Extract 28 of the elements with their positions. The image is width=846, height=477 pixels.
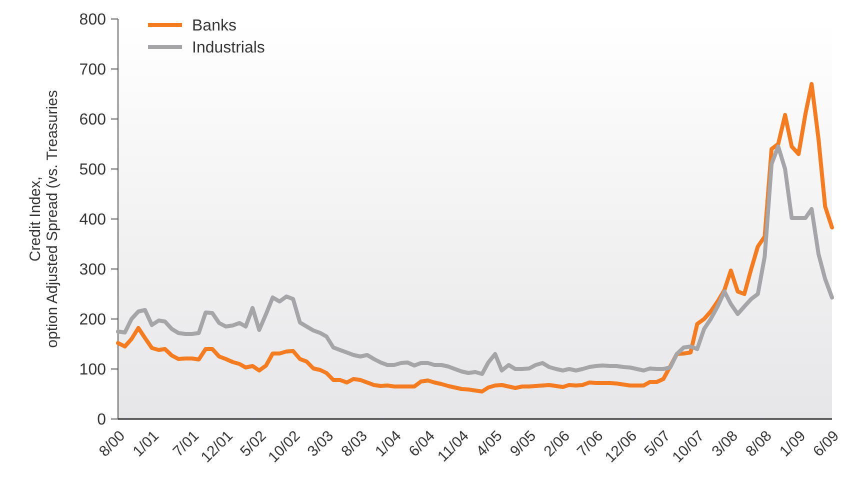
x-tick-label: 7/06	[574, 428, 607, 460]
x-tick-label: 7/01	[170, 428, 202, 460]
x-tick-label: 3/08	[708, 428, 742, 460]
y-tick-label: 500	[79, 162, 106, 179]
y-tick-label: 300	[79, 262, 106, 279]
legend-label: Banks	[192, 18, 236, 35]
x-tick-label: 8/03	[338, 428, 371, 460]
x-tick-label: 8/08	[742, 428, 776, 460]
y-tick-label: 700	[79, 62, 106, 79]
line-series	[116, 144, 834, 376]
x-tick-label: 6/04	[406, 428, 438, 460]
y-tick-label: 400	[79, 212, 106, 229]
x-tick-label: 1/09	[776, 428, 810, 460]
line-series	[116, 82, 834, 394]
y-tick-label: 200	[79, 312, 106, 329]
y-tick-label: 600	[79, 112, 106, 129]
x-tick-label: 6/09	[810, 428, 843, 460]
x-tick-label: 5/02	[237, 428, 270, 460]
legend-label: Industrials	[192, 40, 265, 57]
x-tick-label: 4/05	[473, 428, 506, 460]
x-tick-label: 9/05	[506, 428, 540, 460]
y-tick-label: 100	[79, 362, 106, 379]
y-tick-label: 0	[97, 412, 106, 429]
x-tick-label: 1/01	[130, 428, 162, 460]
y-tick-label: 800	[79, 12, 106, 29]
x-tick-label: 3/03	[304, 428, 338, 460]
y-axis-title: Credit Index, option Adjusted Spread (vs. Treasuries	[27, 90, 61, 348]
x-tick-label: 8/00	[96, 428, 129, 460]
